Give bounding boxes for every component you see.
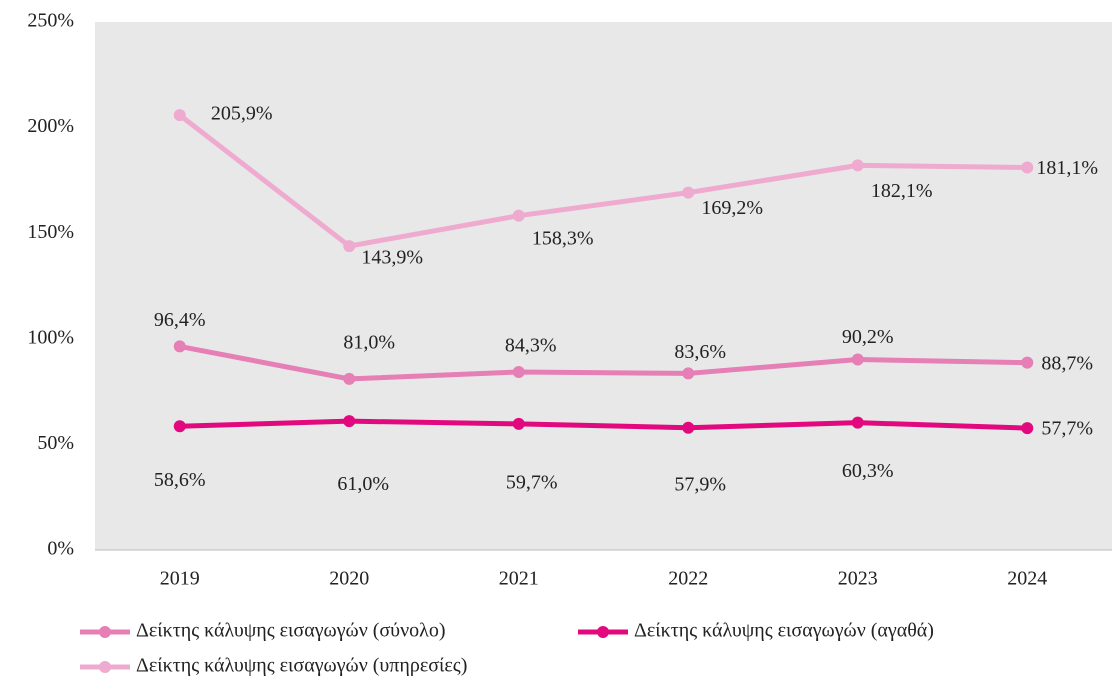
y-tick-label: 0% bbox=[47, 538, 74, 560]
point bbox=[512, 365, 525, 378]
legend-marker bbox=[597, 626, 609, 638]
data-label: 169,2% bbox=[701, 197, 763, 219]
x-tick-label: 2019 bbox=[160, 568, 200, 590]
legend-label: Δείκτης κάλυψης εισαγωγών (υπηρεσίες) bbox=[136, 655, 467, 677]
y-tick-label: 200% bbox=[27, 115, 74, 137]
point bbox=[682, 367, 695, 380]
point bbox=[173, 420, 186, 433]
legend-label: Δείκτης κάλυψης εισαγωγών (σύνολο) bbox=[136, 620, 445, 642]
data-label: 57,7% bbox=[1041, 418, 1093, 440]
point bbox=[1021, 422, 1034, 435]
data-label: 88,7% bbox=[1041, 352, 1093, 374]
point bbox=[1021, 161, 1034, 174]
point bbox=[512, 209, 525, 222]
data-label: 84,3% bbox=[505, 335, 557, 357]
legend-marker bbox=[99, 661, 111, 673]
point bbox=[173, 109, 186, 122]
series-line bbox=[178, 113, 1028, 249]
point bbox=[851, 353, 864, 366]
x-tick-label: 2024 bbox=[1007, 568, 1047, 590]
data-label: 59,7% bbox=[506, 472, 558, 494]
data-label: 182,1% bbox=[871, 180, 933, 202]
data-label: 60,3% bbox=[842, 460, 894, 482]
data-label: 205,9% bbox=[211, 103, 273, 125]
point bbox=[512, 417, 525, 430]
data-label: 158,3% bbox=[532, 227, 594, 249]
point bbox=[1021, 356, 1034, 369]
x-tick-label: 2022 bbox=[668, 568, 708, 590]
y-tick-label: 50% bbox=[37, 432, 74, 454]
series-line bbox=[179, 343, 1028, 382]
data-label: 58,6% bbox=[154, 469, 206, 491]
point bbox=[851, 416, 864, 429]
plot-area bbox=[95, 22, 1112, 550]
data-label: 90,2% bbox=[842, 326, 894, 348]
data-label: 96,4% bbox=[154, 309, 206, 331]
point bbox=[682, 186, 695, 199]
point bbox=[343, 372, 356, 385]
point bbox=[682, 421, 695, 434]
legend-marker bbox=[99, 626, 111, 638]
y-tick-label: 250% bbox=[27, 10, 74, 32]
point bbox=[173, 340, 186, 353]
data-label: 83,6% bbox=[674, 341, 726, 363]
x-tick-label: 2021 bbox=[499, 568, 539, 590]
point bbox=[343, 415, 356, 428]
point bbox=[343, 240, 356, 253]
data-label: 81,0% bbox=[343, 332, 395, 354]
y-tick-label: 150% bbox=[27, 221, 74, 243]
data-label: 61,0% bbox=[337, 473, 389, 495]
legend-label: Δείκτης κάλυψης εισαγωγών (αγαθά) bbox=[634, 620, 934, 642]
x-tick-label: 2020 bbox=[329, 568, 369, 590]
series-line bbox=[179, 418, 1028, 431]
data-label: 57,9% bbox=[674, 473, 726, 495]
y-tick-label: 100% bbox=[27, 326, 74, 348]
point bbox=[851, 159, 864, 172]
x-tick-label: 2023 bbox=[838, 568, 878, 590]
data-label: 143,9% bbox=[361, 247, 423, 269]
data-label: 181,1% bbox=[1036, 157, 1098, 179]
